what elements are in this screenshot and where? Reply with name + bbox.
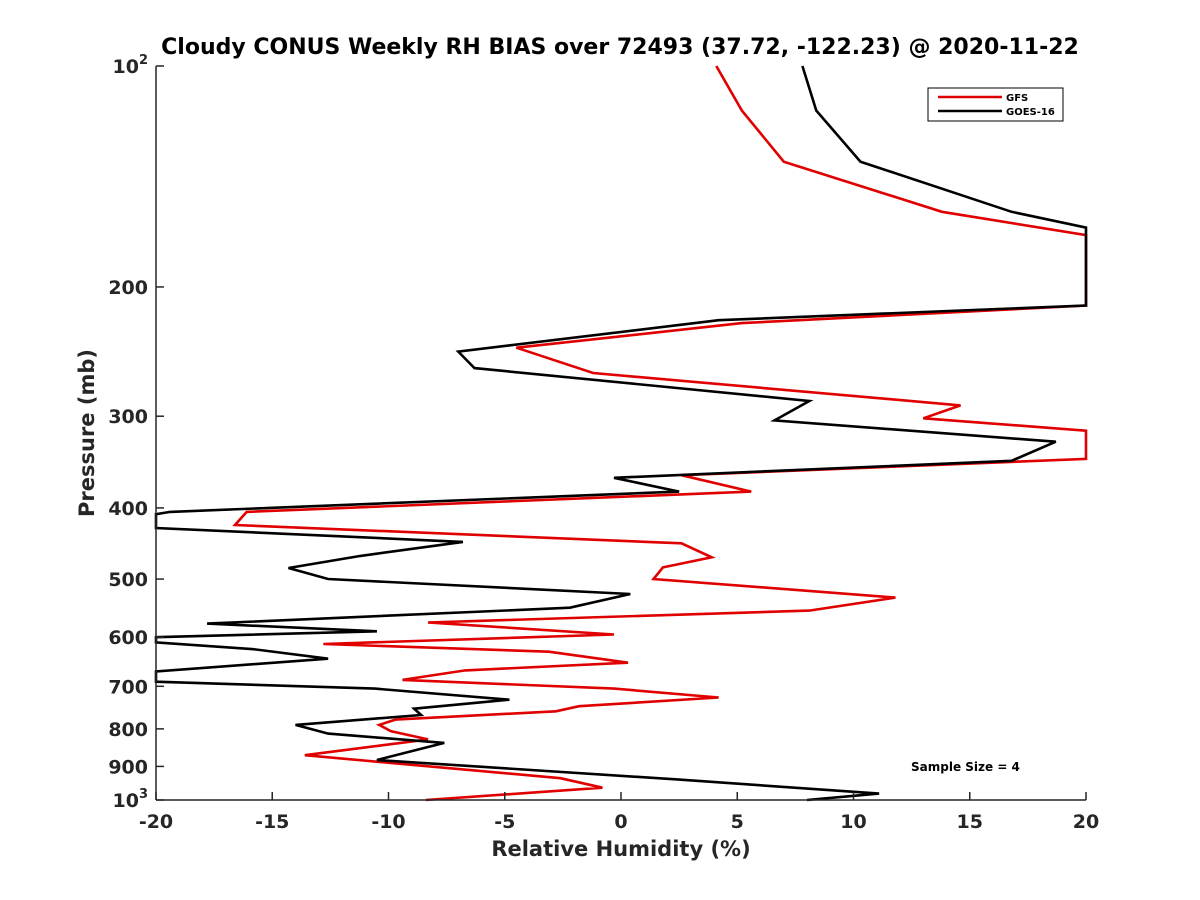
y-tick-label: 200 — [108, 277, 148, 299]
y-tick-label-base: 600 — [108, 627, 148, 649]
x-tick-label: 0 — [614, 811, 627, 833]
y-tick-label: 400 — [108, 498, 148, 520]
y-tick-label: 103 — [113, 787, 149, 812]
chart-title: Cloudy CONUS Weekly RH BIAS over 72493 (… — [161, 35, 1079, 60]
y-tick-label-exponent: 3 — [139, 787, 148, 802]
series-line-gfs — [232, 65, 1088, 802]
y-tick-label: 700 — [108, 676, 148, 698]
legend-label-goes16: GOES-16 — [1006, 107, 1055, 118]
x-tick-label: 15 — [957, 811, 983, 833]
x-axis-label: Relative Humidity (%) — [491, 837, 750, 861]
x-ticks: -20 -15 -10 -5 0 5 10 15 20 — [139, 792, 1099, 833]
series-line-goes-16 — [154, 65, 1088, 802]
y-tick-label: 900 — [108, 756, 148, 778]
y-tick-label-base: 200 — [108, 277, 148, 299]
y-tick-label-base: 400 — [108, 498, 148, 520]
y-tick-label-base: 10 — [113, 790, 139, 812]
y-axis-label: Pressure (mb) — [75, 349, 99, 517]
y-tick-label-base: 500 — [108, 569, 148, 591]
y-tick-label-base: 300 — [108, 406, 148, 428]
y-tick-label-base: 10 — [113, 56, 139, 78]
x-tick-label: 10 — [840, 811, 866, 833]
y-tick-label-base: 800 — [108, 719, 148, 741]
y-tick-label-base: 900 — [108, 756, 148, 778]
y-tick-label: 600 — [108, 627, 148, 649]
y-tick-label: 300 — [108, 406, 148, 428]
y-tick-label-exponent: 2 — [139, 53, 148, 68]
legend-label-gfs: GFS — [1006, 93, 1028, 104]
x-tick-label: -5 — [494, 811, 515, 833]
y-tick-label: 800 — [108, 719, 148, 741]
series-layer — [154, 65, 1088, 802]
plot-area — [154, 65, 1088, 802]
x-tick-label: -15 — [255, 811, 289, 833]
x-tick-label: 20 — [1073, 811, 1099, 833]
sample-size-annotation: Sample Size = 4 — [911, 760, 1020, 774]
legend-box — [927, 87, 1064, 122]
x-tick-label: -20 — [139, 811, 173, 833]
y-tick-label: 102 — [113, 53, 149, 78]
x-tick-label: 5 — [731, 811, 744, 833]
x-tick-label: -10 — [371, 811, 405, 833]
legend: GFS GOES-16 — [927, 87, 1064, 122]
y-tick-label: 500 — [108, 569, 148, 591]
y-tick-label-base: 700 — [108, 676, 148, 698]
